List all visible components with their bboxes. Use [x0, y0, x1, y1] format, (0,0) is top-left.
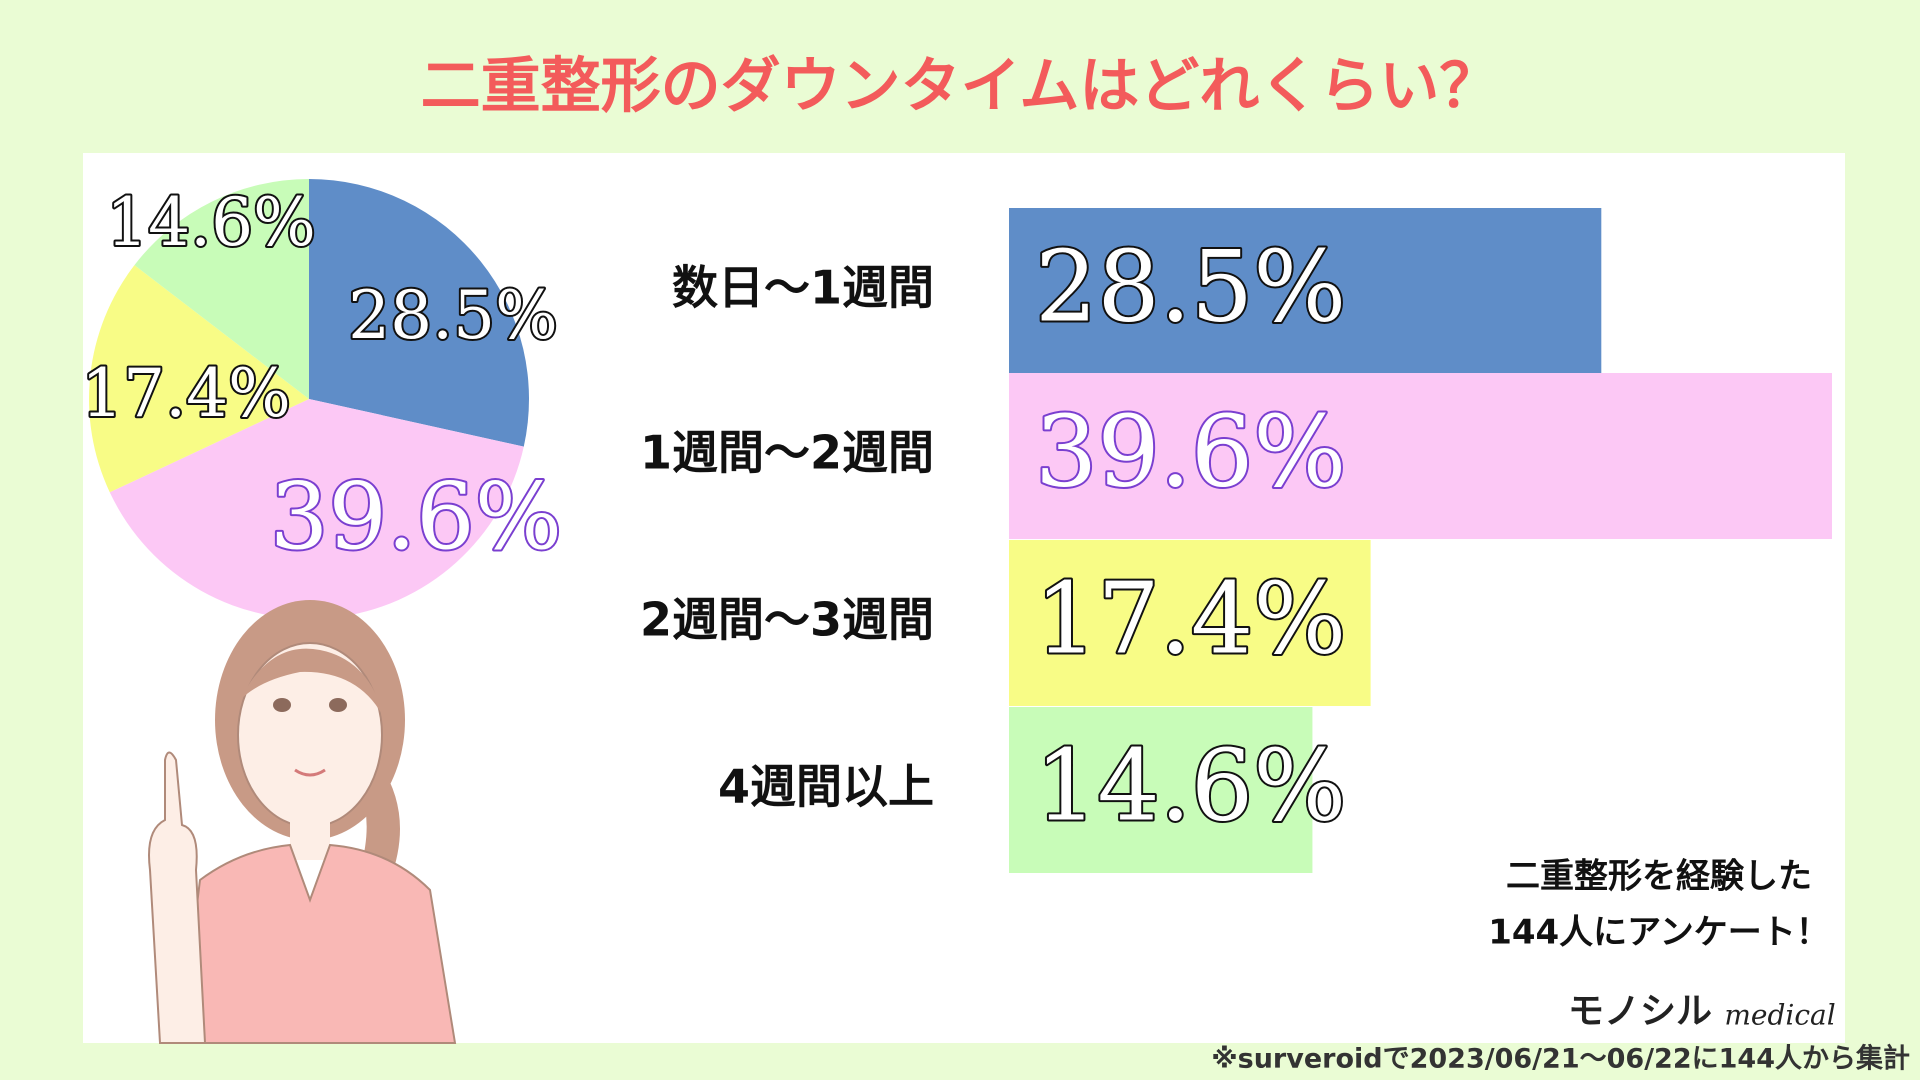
footnote: ※surveroidで2023/06/21〜06/22に144人から集計 [1211, 1043, 1910, 1075]
bar [1009, 540, 1371, 706]
value-label: 28.5% [1035, 231, 1346, 345]
brand-sub: medical [1724, 999, 1835, 1032]
pie-label: 28.5% [348, 277, 558, 354]
pie-label: 39.6% [270, 463, 562, 570]
category-label: 2週間〜3週間 [640, 593, 934, 647]
bar [1009, 707, 1313, 873]
bar [1009, 208, 1602, 374]
pie-slice [134, 179, 309, 399]
chart-title: 二重整形のダウンタイムはどれくらい？ [421, 52, 1500, 122]
pie-slice [109, 399, 524, 619]
value-label: 17.4% [1035, 563, 1346, 677]
category-label: 4週間以上 [718, 760, 934, 814]
value-label: 39.6% [1035, 396, 1346, 510]
pie-label: 14.6% [106, 184, 316, 261]
pie-label: 17.4% [81, 355, 291, 432]
annotation: 144人にアンケート！ [1488, 913, 1830, 953]
value-label: 14.6% [1035, 730, 1346, 844]
bar [1009, 373, 1832, 539]
pie-slice [89, 265, 310, 493]
illustration [148, 600, 457, 1044]
annotation: 二重整形を経験した [1506, 857, 1812, 897]
category-label: 数日〜1週間 [672, 261, 934, 315]
category-label: 1週間〜2週間 [640, 426, 934, 480]
brand-name: モノシル [1568, 991, 1712, 1032]
pie-slice [309, 179, 529, 447]
